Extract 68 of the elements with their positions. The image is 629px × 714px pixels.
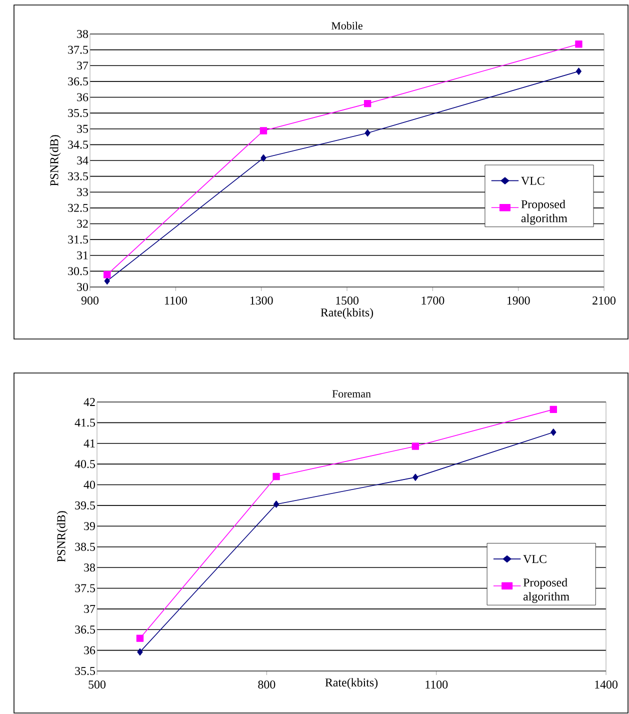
legend-label: Proposed algorithm [523, 578, 570, 603]
x-tick-label: 500 [88, 680, 106, 689]
legend-label: VLC [521, 176, 544, 185]
point [104, 271, 111, 278]
y-tick-label: 42 [84, 398, 95, 406]
y-tick-label: 36.5 [68, 77, 88, 86]
y-tick-label: 34 [77, 156, 88, 164]
x-tick-label: 2100 [592, 296, 616, 305]
point [412, 442, 420, 450]
point [412, 474, 418, 481]
y-tick-label: 40.5 [74, 460, 96, 468]
y-tick-label: 41.5 [74, 418, 96, 427]
y-tick-label: 31 [77, 251, 88, 260]
point [550, 406, 558, 414]
point [104, 277, 110, 285]
y-tick-label: 41 [84, 439, 95, 448]
legend-label: Proposed algorithm [521, 200, 568, 225]
y-tick-label: 33 [77, 188, 88, 196]
y-tick-label: 30 [77, 282, 88, 292]
y-tick-label: 40 [84, 480, 96, 489]
y-tick-label: 39.5 [75, 501, 96, 510]
x-axis-title: Rate(kbits) [325, 678, 378, 689]
x-tick-label: 1700 [422, 296, 444, 305]
x-tick-label: 1300 [250, 296, 273, 305]
y-tick-label: 32.5 [68, 204, 88, 212]
point [550, 428, 556, 436]
y-axis-title: PSNR(dB) [56, 511, 68, 562]
point [364, 100, 372, 108]
y-tick-label: 38 [77, 30, 88, 38]
point [576, 68, 582, 75]
y-tick-label: 33.5 [68, 172, 88, 180]
x-tick-label: 800 [258, 680, 276, 689]
y-tick-label: 32 [77, 220, 88, 228]
y-tick-label: 34.5 [68, 140, 88, 149]
point [273, 500, 280, 508]
point [575, 40, 582, 48]
y-tick-label: 36 [77, 93, 88, 102]
chart-title: Mobile [331, 22, 362, 30]
point [136, 634, 144, 642]
x-tick-label: 1500 [336, 296, 358, 305]
point [137, 648, 143, 656]
point [364, 129, 370, 137]
point [260, 154, 266, 162]
y-tick-label: 38 [84, 563, 96, 572]
y-tick-label: 30.5 [68, 267, 88, 276]
y-axis-title: PSNR(dB) [50, 135, 61, 186]
y-tick-label: 35.5 [75, 666, 96, 676]
y-tick-label: 37.5 [68, 46, 88, 54]
y-tick-label: 37 [77, 62, 88, 70]
y-tick-label: 35.5 [68, 109, 88, 118]
x-tick-label: 1400 [595, 680, 618, 689]
y-tick-label: 37.5 [75, 584, 96, 592]
y-tick-label: 31.5 [68, 236, 88, 244]
x-axis-title: Rate(kbits) [320, 308, 374, 319]
y-tick-label: 35 [77, 124, 88, 133]
y-tick-label: 36 [84, 646, 96, 654]
point [260, 127, 268, 134]
y-tick-label: 36.5 [75, 626, 96, 634]
legend-label: VLC [523, 555, 546, 564]
x-tick-label: 900 [81, 296, 99, 305]
x-tick-label: 1100 [426, 680, 448, 689]
point [272, 472, 280, 480]
chart-title: Foreman [332, 390, 371, 398]
y-tick-label: 38.5 [75, 542, 96, 551]
x-tick-label: 1900 [507, 296, 530, 305]
y-tick-label: 37 [84, 604, 96, 613]
x-tick-label: 1100 [164, 296, 187, 305]
y-tick-label: 39 [84, 522, 95, 530]
